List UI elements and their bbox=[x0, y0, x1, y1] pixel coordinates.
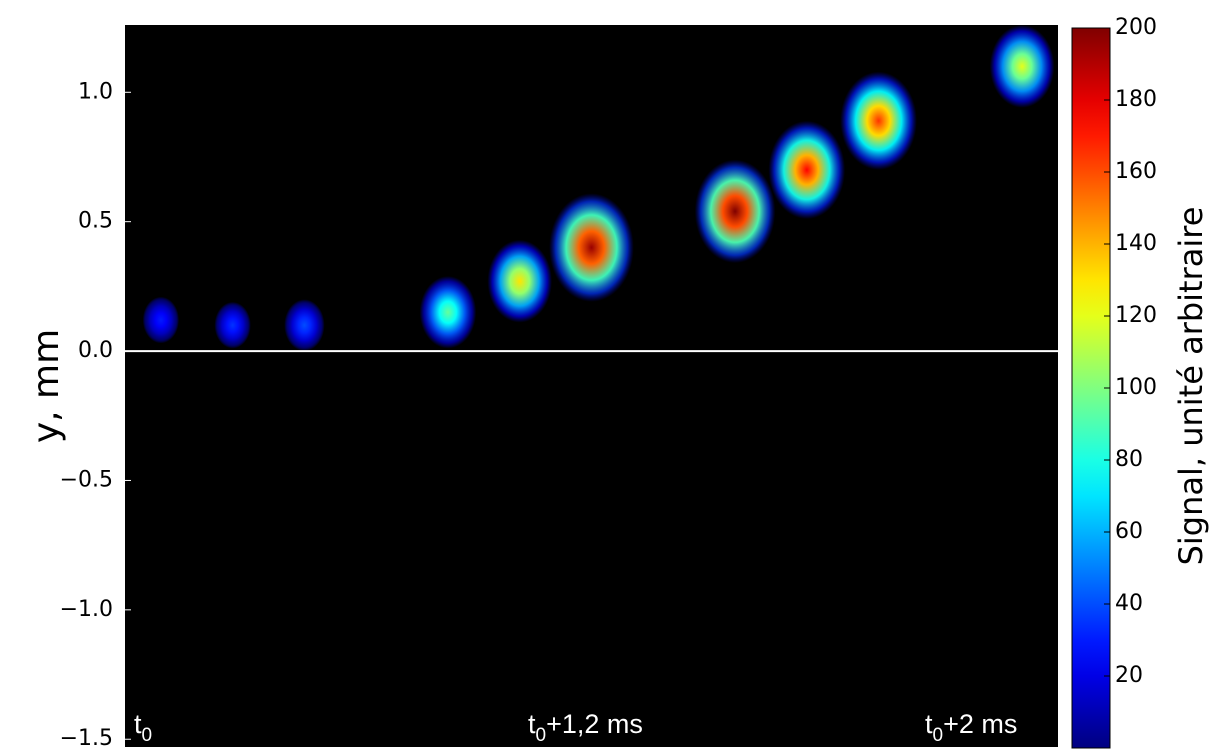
annotation-part: t bbox=[134, 709, 142, 739]
signal-spot bbox=[419, 276, 477, 349]
y-tick-label: 1.0 bbox=[78, 79, 113, 104]
y-tick-label: −1.5 bbox=[60, 726, 113, 749]
spots bbox=[142, 25, 1055, 352]
colorbar-tick-label: 160 bbox=[1115, 159, 1157, 184]
signal-spot bbox=[142, 296, 180, 344]
annotation-part: +1,2 ms bbox=[546, 709, 643, 739]
y-tick-label: 0.0 bbox=[78, 338, 113, 363]
y-tick-label: 0.5 bbox=[78, 209, 113, 234]
signal-spot bbox=[989, 25, 1055, 108]
annotation-subscript: 0 bbox=[933, 725, 944, 746]
colorbar-tick-label: 80 bbox=[1115, 447, 1143, 472]
signal-spot bbox=[694, 159, 776, 264]
colorbar-tick-label: 20 bbox=[1115, 663, 1143, 688]
colorbar-tick-label: 180 bbox=[1115, 87, 1157, 112]
colorbar-tick-label: 60 bbox=[1115, 519, 1143, 544]
colorbar bbox=[1071, 27, 1111, 749]
image-area bbox=[125, 25, 1058, 747]
annotation-part: t bbox=[528, 709, 536, 739]
annotation: t0+1,2 ms bbox=[528, 709, 643, 746]
annotation-part: t bbox=[925, 709, 933, 739]
y-tick-label: −0.5 bbox=[60, 467, 113, 492]
annotation: t0+2 ms bbox=[925, 709, 1017, 746]
colorbar-tick-label: 120 bbox=[1115, 303, 1157, 328]
colorbar-tick-label: 140 bbox=[1115, 231, 1157, 256]
annotation-part: +2 ms bbox=[943, 709, 1017, 739]
signal-spot bbox=[284, 299, 325, 352]
colorbar-label: Signal, unité arbitraire bbox=[1172, 207, 1210, 566]
y-axis-label: y, mm bbox=[26, 329, 67, 443]
signal-spot bbox=[487, 239, 553, 323]
colorbar-tick-label: 40 bbox=[1115, 591, 1143, 616]
signal-spot bbox=[214, 301, 251, 349]
colorbar-tick-label: 200 bbox=[1115, 15, 1157, 40]
annotation-subscript: 0 bbox=[536, 725, 547, 746]
annotation: t0 bbox=[134, 709, 152, 746]
annotation-subscript: 0 bbox=[142, 725, 153, 746]
y-tick-label: −1.0 bbox=[60, 597, 113, 622]
signal-spot bbox=[549, 193, 634, 302]
signal-spot bbox=[840, 71, 917, 170]
signal-spot bbox=[768, 120, 846, 220]
colorbar-tick-label: 100 bbox=[1115, 375, 1157, 400]
